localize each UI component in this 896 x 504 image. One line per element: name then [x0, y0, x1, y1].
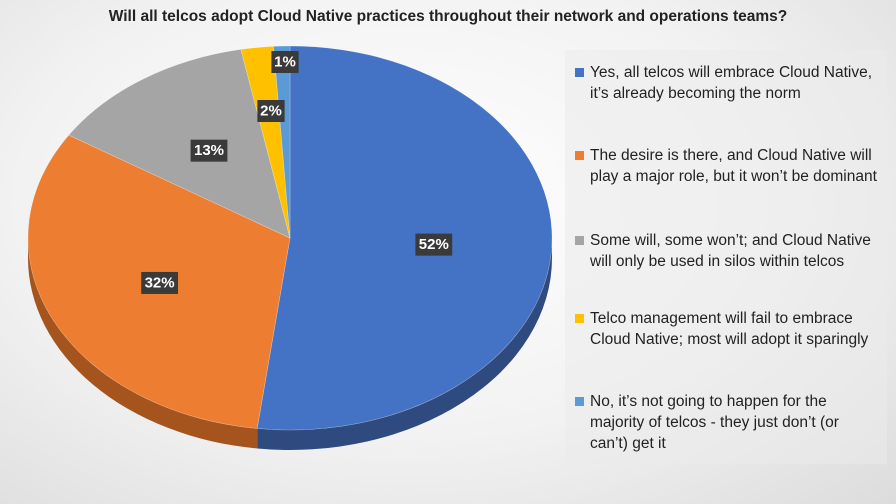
legend-swatch-2: [575, 151, 584, 160]
data-label-text-2: 32%: [145, 274, 175, 291]
data-label-1: 52%: [415, 233, 453, 256]
data-label-4: 2%: [257, 100, 285, 122]
pie-slice-3[interactable]: [68, 49, 291, 239]
data-label-3: 13%: [190, 139, 228, 162]
data-label-text-3: 13%: [194, 142, 224, 159]
data-label-box-1: [415, 233, 453, 256]
pie-data-labels: 52% 32% 13% 2% 1%: [141, 51, 453, 294]
legend-label-3: Some will, some won’t; and Cloud Native …: [590, 232, 871, 270]
pie-slice-1[interactable]: [256, 45, 553, 431]
data-label-box-5: [271, 51, 299, 73]
legend-item-4: Telco management will fail to embrace Cl…: [575, 308, 880, 350]
pie-slice-4[interactable]: [240, 46, 291, 239]
legend-swatch-4: [575, 314, 584, 323]
legend-swatch-5: [575, 397, 584, 406]
legend-label-1: Yes, all telcos will embrace Cloud Nativ…: [590, 64, 872, 102]
legend-item-1: Yes, all telcos will embrace Cloud Nativ…: [575, 62, 880, 104]
legend-item-5: No, it’s not going to happen for the maj…: [575, 391, 880, 454]
legend-label-2: The desire is there, and Cloud Native wi…: [590, 147, 877, 185]
data-label-text-1: 52%: [419, 236, 449, 253]
data-label-text-4: 2%: [260, 103, 282, 120]
pie-slices: [27, 45, 553, 431]
legend-item-3: Some will, some won’t; and Cloud Native …: [575, 230, 880, 272]
data-label-box-3: [190, 139, 228, 162]
data-label-box-2: [141, 271, 179, 294]
legend-label-4: Telco management will fail to embrace Cl…: [590, 310, 869, 348]
legend-item-2: The desire is there, and Cloud Native wi…: [575, 145, 880, 187]
data-label-box-4: [257, 100, 285, 122]
chart-title: Will all telcos adopt Cloud Native pract…: [108, 8, 788, 25]
pie-depth-sides: [28, 238, 552, 450]
data-label-5: 1%: [271, 51, 299, 73]
data-label-text-5: 1%: [274, 54, 296, 71]
legend-label-5: No, it’s not going to happen for the maj…: [590, 393, 839, 452]
pie-slice-5[interactable]: [273, 45, 291, 239]
legend-swatch-3: [575, 236, 584, 245]
legend-swatch-1: [575, 68, 584, 77]
pie-slice-side-2: [28, 238, 258, 449]
data-label-2: 32%: [141, 271, 179, 294]
legend: Yes, all telcos will embrace Cloud Nativ…: [565, 50, 887, 464]
pie-chart: 52% 32% 13% 2% 1%: [27, 45, 553, 450]
